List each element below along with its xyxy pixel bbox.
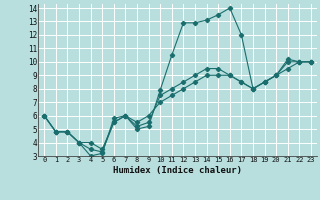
X-axis label: Humidex (Indice chaleur): Humidex (Indice chaleur) — [113, 166, 242, 175]
